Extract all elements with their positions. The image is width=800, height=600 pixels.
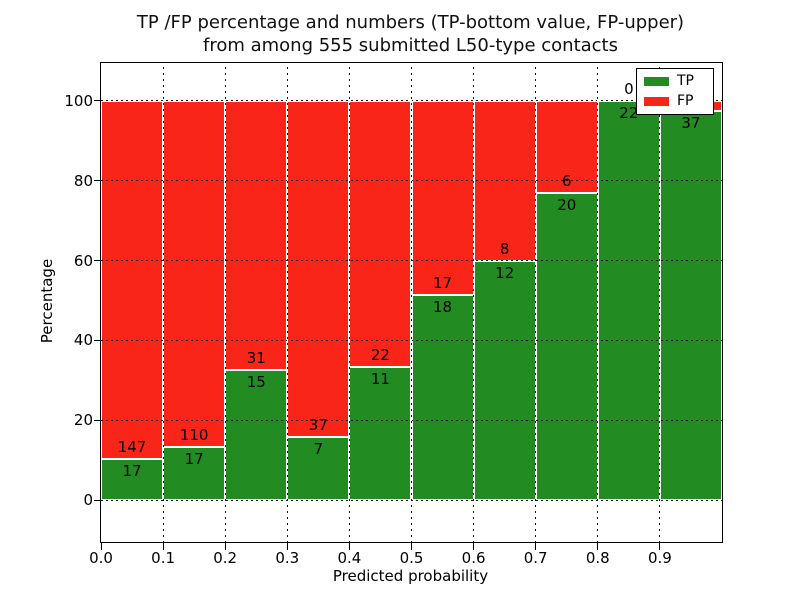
x-tick-mark: [286, 543, 288, 550]
fp-bar-segment: [287, 100, 350, 437]
fp-count-label: 6: [561, 171, 572, 190]
value-labels-layer: 147 17 110 17 31 15 37 7 22 11 17 18 8 12 6 20 0 22 37: [101, 63, 722, 542]
tp-count-label: 22: [619, 103, 639, 122]
fp-legend-label: FP: [677, 93, 694, 109]
y-tick-label: 40: [73, 331, 93, 350]
y-tick-label: 80: [73, 171, 93, 190]
y-tick-label: 100: [64, 91, 93, 110]
x-tick-mark: [473, 543, 475, 550]
x-tick-mark: [659, 543, 661, 550]
vertical-gridline: [473, 63, 475, 542]
x-tick-label: 0.7: [523, 549, 548, 567]
x-tick-label: 0.3: [275, 549, 300, 567]
y-tick-label: 20: [73, 411, 93, 430]
x-axis-label: Predicted probability: [332, 567, 489, 585]
plot-area: 147 17 110 17 31 15 37 7 22 11 17 18 8 12 6 20 0 22 37 TP …: [64, 62, 723, 567]
x-tick-label: 0.9: [647, 549, 672, 567]
tp-bar-segment: [411, 294, 474, 501]
y-tick-mark: [94, 180, 101, 182]
tp-count-label: 17: [122, 461, 142, 480]
x-tick-label: 0.8: [585, 549, 610, 567]
tp-count-label: 7: [313, 439, 324, 458]
fp-bar-segment: [349, 100, 412, 368]
y-tick-mark: [94, 339, 101, 341]
legend: TP FP: [636, 68, 714, 115]
fp-count-label: 37: [308, 415, 328, 434]
vertical-gridline: [162, 63, 164, 542]
chart-title: TP /FP percentage and numbers (TP-bottom…: [100, 11, 721, 57]
vertical-gridline: [286, 63, 288, 542]
chart-title-line1: TP /FP percentage and numbers (TP-bottom…: [136, 12, 685, 33]
fp-count-label: 17: [433, 273, 453, 292]
y-tick-label: 0: [83, 491, 93, 510]
fp-count-label: 0: [624, 79, 634, 98]
tp-count-label: 12: [495, 263, 515, 282]
vertical-gridline: [411, 63, 412, 542]
x-tick-mark: [162, 543, 164, 550]
tp-bar-segment: [101, 458, 164, 501]
legend-item-tp: TP: [644, 73, 706, 89]
tp-bar-segment: [535, 192, 598, 501]
tp-count-label: 20: [557, 195, 577, 214]
fp-bar-segment: [225, 100, 288, 371]
legend-item-fp: FP: [644, 93, 706, 109]
fp-count-label: 110: [179, 425, 209, 444]
x-tick-mark: [348, 543, 350, 550]
vertical-gridline: [224, 63, 226, 542]
tp-bar-segment: [349, 367, 412, 501]
bars-layer: [101, 63, 722, 542]
tp-count-label: 15: [246, 373, 266, 392]
tp-count-label: 11: [370, 370, 390, 389]
tp-legend-label: TP: [677, 73, 694, 89]
x-tick-label: 0.1: [151, 549, 176, 567]
grid-layer: [101, 63, 722, 542]
x-tick-label: 0.0: [89, 549, 113, 567]
fp-legend-swatch: [644, 97, 669, 106]
x-tick-mark: [100, 543, 102, 550]
tp-bar-segment: [287, 436, 350, 501]
x-tick-mark: [597, 543, 599, 550]
x-tick-label: 0.5: [399, 549, 424, 567]
vertical-gridline: [348, 63, 350, 542]
tp-bar-segment: [597, 100, 660, 501]
tp-bar-segment: [659, 111, 722, 501]
x-tick-label: 0.2: [213, 549, 238, 567]
vertical-gridline: [659, 63, 661, 542]
x-tick-mark: [535, 543, 537, 550]
y-tick-mark: [94, 419, 101, 421]
x-tick-label: 0.6: [461, 549, 486, 567]
fp-count-label: 147: [117, 437, 147, 456]
tp-bar-segment: [225, 370, 288, 501]
y-tick-mark: [94, 100, 101, 102]
tp-count-label: 37: [681, 114, 701, 133]
vertical-gridline: [535, 63, 537, 542]
fp-count-label: 31: [246, 349, 266, 368]
fp-bar-segment: [411, 100, 474, 295]
y-tick-label: 60: [73, 251, 93, 270]
tp-bar-segment: [473, 260, 536, 501]
x-tick-mark: [411, 543, 412, 550]
tp-legend-swatch: [644, 77, 669, 86]
tp-count-label: 18: [433, 297, 453, 316]
fp-bar-segment: [535, 100, 598, 193]
fp-bar-segment: [101, 100, 164, 459]
tp-count-label: 17: [184, 449, 204, 468]
y-tick-mark: [94, 499, 101, 501]
x-tick-mark: [224, 543, 226, 550]
fp-bar-segment: [163, 100, 226, 447]
y-tick-mark: [94, 260, 101, 262]
x-tick-label: 0.4: [337, 549, 362, 567]
vertical-gridline: [597, 63, 599, 542]
fp-count-label: 8: [499, 239, 510, 258]
fp-count-label: 22: [370, 346, 390, 365]
chart-title-line2: from among 555 submitted L50-type contac…: [202, 35, 618, 56]
